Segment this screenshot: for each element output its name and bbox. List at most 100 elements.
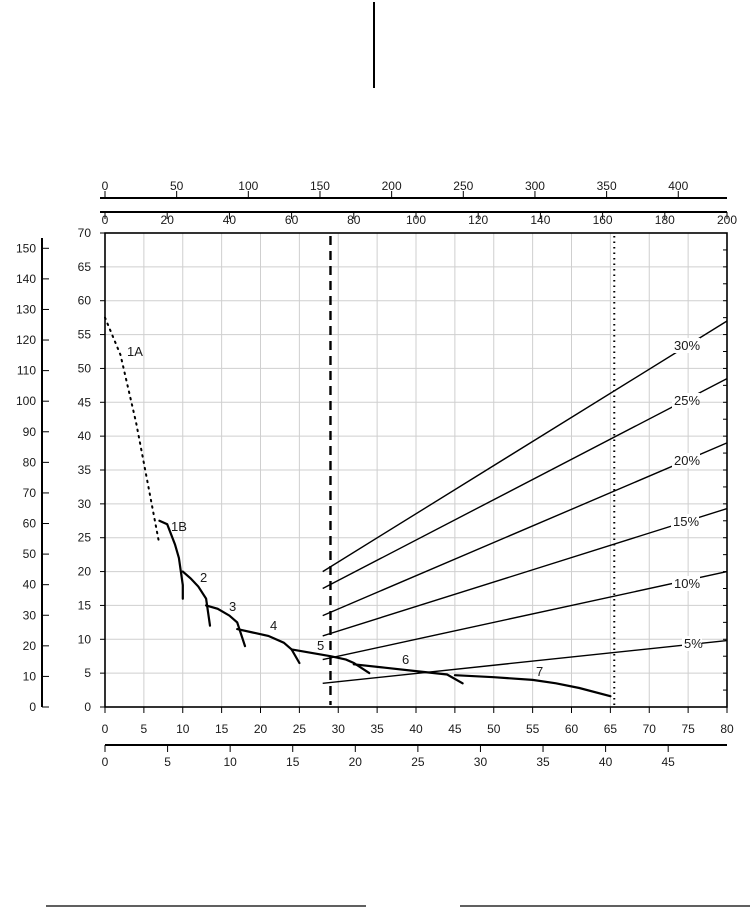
grade-line-5pct: [322, 639, 728, 684]
top-outer-tick-label: 400: [668, 179, 688, 193]
gear-label-3: 3: [229, 599, 236, 614]
grade-line-10pct: [322, 570, 728, 661]
gear-label-7: 7: [536, 664, 543, 679]
top-outer-tick-label: 250: [453, 179, 473, 193]
left-secondary-tick-label: 120: [16, 333, 36, 347]
left-primary-tick-label: 50: [78, 361, 92, 375]
bottom-secondary-tick-label: 0: [102, 755, 109, 769]
bottom-primary-tick-label: 30: [332, 722, 346, 736]
left-primary-tick-label: 40: [78, 429, 92, 443]
left-primary-tick-label: 60: [78, 294, 92, 308]
grade-label-20pct: 20%: [674, 453, 700, 468]
grade-label-25pct: 25%: [674, 393, 700, 408]
left-secondary-tick-label: 0: [29, 700, 36, 714]
grade-label-5pct: 5%: [684, 636, 703, 651]
grade-label-bg: [672, 393, 700, 408]
bottom-primary-tick-label: 5: [141, 722, 148, 736]
left-primary-tick-label: 55: [78, 328, 92, 342]
left-primary-tick-label: 10: [78, 632, 92, 646]
grade-label-15pct: 15%: [673, 514, 699, 529]
gear-curve-1A: [104, 316, 161, 546]
left-primary-tick-label: 45: [78, 395, 92, 409]
left-secondary-tick-label: 80: [23, 455, 37, 469]
bottom-secondary-tick-label: 5: [164, 755, 171, 769]
top-inner-tick-label: 160: [593, 213, 613, 227]
bottom-primary-tick-label: 65: [604, 722, 618, 736]
left-primary-tick-label: 15: [78, 598, 92, 612]
left-primary-tick-label: 0: [84, 700, 91, 714]
gear-curve-2: [181, 570, 212, 627]
top-outer-tick-label: 350: [597, 179, 617, 193]
gear-curve-1B: [158, 519, 184, 600]
bottom-secondary-tick-label: 40: [599, 755, 613, 769]
top-outer-tick-label: 100: [238, 179, 258, 193]
grade-line-30pct: [322, 320, 728, 573]
top-outer-tick-label: 150: [310, 179, 330, 193]
gear-curve-4: [236, 628, 301, 665]
top-inner-tick-label: 20: [161, 213, 175, 227]
bottom-primary-tick-label: 15: [215, 722, 229, 736]
bottom-primary-tick-label: 55: [526, 722, 540, 736]
bottom-secondary-tick-label: 15: [286, 755, 300, 769]
left-secondary-tick-label: 100: [16, 394, 36, 408]
left-primary-tick-label: 30: [78, 497, 92, 511]
bottom-primary-tick-label: 10: [176, 722, 190, 736]
left-secondary-tick-label: 110: [17, 364, 36, 378]
grade-label-bg: [672, 338, 700, 353]
bottom-secondary-tick-label: 10: [223, 755, 237, 769]
left-secondary-tick-label: 150: [16, 241, 36, 255]
bottom-secondary-tick-label: 35: [536, 755, 550, 769]
grade-line-15pct: [322, 507, 728, 637]
grade-line-25pct: [322, 377, 728, 590]
left-secondary-tick-label: 70: [23, 486, 37, 500]
grade-label-30pct: 30%: [674, 338, 700, 353]
bottom-secondary-tick-label: 45: [661, 755, 675, 769]
bottom-primary-tick-label: 75: [681, 722, 695, 736]
top-outer-tick-label: 200: [382, 179, 402, 193]
bottom-primary-tick-label: 35: [370, 722, 384, 736]
bottom-secondary-tick-label: 20: [349, 755, 363, 769]
bottom-secondary-tick-label: 30: [474, 755, 488, 769]
top-inner-tick-label: 60: [285, 213, 299, 227]
gear-label-5: 5: [317, 638, 324, 653]
left-primary-tick-label: 20: [78, 565, 92, 579]
top-outer-tick-label: 50: [170, 179, 184, 193]
gear-label-1A: 1A: [127, 344, 143, 359]
top-inner-tick-label: 40: [223, 213, 237, 227]
left-secondary-tick-label: 60: [23, 517, 37, 531]
top-inner-tick-label: 120: [468, 213, 488, 227]
left-primary-tick-label: 65: [78, 260, 92, 274]
top-outer-tick-label: 300: [525, 179, 545, 193]
bottom-primary-tick-label: 40: [409, 722, 423, 736]
top-inner-tick-label: 200: [717, 213, 737, 227]
left-primary-tick-label: 35: [78, 463, 92, 477]
left-secondary-tick-label: 140: [16, 272, 36, 286]
grade-label-bg: [672, 453, 700, 468]
bottom-primary-tick-label: 45: [448, 722, 462, 736]
top-inner-tick-label: 0: [102, 213, 109, 227]
bottom-primary-tick-label: 50: [487, 722, 501, 736]
left-primary-tick-label: 25: [78, 531, 92, 545]
left-secondary-tick-label: 130: [16, 302, 36, 316]
left-secondary-tick-label: 50: [23, 547, 37, 561]
grade-label-10pct: 10%: [674, 576, 700, 591]
bottom-primary-tick-label: 80: [720, 722, 734, 736]
bottom-primary-tick-label: 25: [293, 722, 307, 736]
gear-curve-6: [352, 663, 464, 685]
top-inner-tick-label: 100: [406, 213, 426, 227]
left-primary-tick-label: 5: [84, 666, 91, 680]
gear-curve-3: [205, 604, 247, 648]
gear-label-4: 4: [270, 618, 277, 633]
bottom-primary-tick-label: 0: [102, 722, 109, 736]
left-secondary-tick-label: 90: [23, 425, 37, 439]
top-inner-tick-label: 140: [530, 213, 550, 227]
left-primary-tick-label: 70: [78, 226, 92, 240]
top-inner-tick-label: 80: [347, 213, 361, 227]
grade-label-bg: [672, 576, 700, 591]
bottom-primary-tick-label: 20: [254, 722, 268, 736]
bottom-primary-tick-label: 60: [565, 722, 579, 736]
left-secondary-tick-label: 20: [23, 639, 37, 653]
top-inner-tick-label: 180: [655, 213, 675, 227]
gear-label-6: 6: [402, 652, 409, 667]
